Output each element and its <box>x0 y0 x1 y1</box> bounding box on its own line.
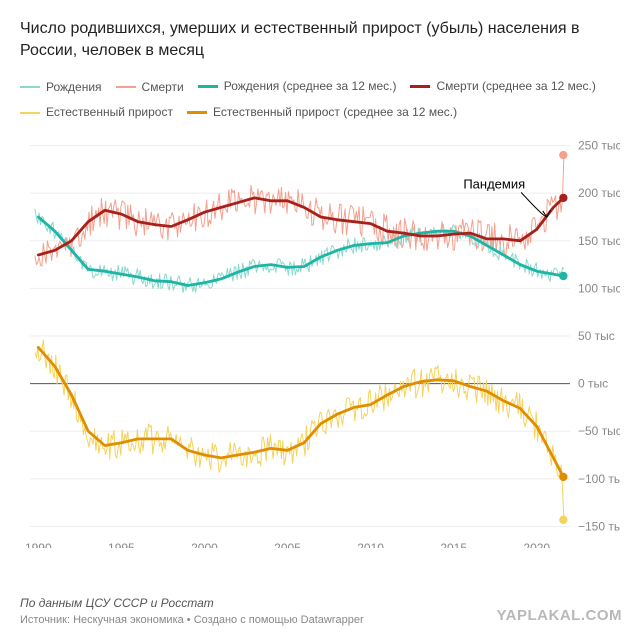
deaths_raw <box>35 155 564 266</box>
legend-swatch <box>187 111 207 114</box>
legend-item: Естественный прирост <box>20 101 173 124</box>
legend-label: Рождения <box>46 76 102 99</box>
legend-swatch <box>198 85 218 88</box>
legend-label: Смерти (среднее за 12 мес.) <box>436 75 595 98</box>
svg-text:0 тыс: 0 тыс <box>578 377 608 391</box>
svg-text:2005: 2005 <box>274 541 301 548</box>
deaths_avg <box>38 198 563 255</box>
legend-swatch <box>20 112 40 114</box>
endpoint-dot <box>559 272 567 280</box>
svg-text:150 тыс: 150 тыс <box>578 234 620 248</box>
legend-swatch <box>20 86 40 88</box>
annotation-pandemic: Пандемия <box>463 176 525 191</box>
svg-text:200 тыс: 200 тыс <box>578 186 620 200</box>
annotation-arrow <box>521 192 547 217</box>
svg-text:2020: 2020 <box>523 541 550 548</box>
svg-text:−150 тыс: −150 тыс <box>578 519 620 533</box>
legend-item: Естественный прирост (среднее за 12 мес.… <box>187 101 457 124</box>
chart: −150 тыс −100 тыс −50 тыс 0 тыс 50 тыс 100 ты… <box>20 128 620 548</box>
endpoint-dot <box>559 194 567 202</box>
legend-swatch <box>410 85 430 88</box>
endpoint-dot <box>559 151 567 159</box>
svg-text:−50 тыс: −50 тыс <box>578 424 620 438</box>
svg-text:50 тыс: 50 тыс <box>578 329 615 343</box>
svg-text:100 тыс: 100 тыс <box>578 281 620 295</box>
growth_raw <box>35 340 564 520</box>
legend-label: Рождения (среднее за 12 мес.) <box>224 75 397 98</box>
watermark: YAPLAKAL.COM <box>497 607 622 624</box>
svg-text:−100 тыс: −100 тыс <box>578 472 620 486</box>
births_raw <box>35 209 564 293</box>
legend-item: Рождения <box>20 76 102 99</box>
legend-label: Смерти <box>142 76 184 99</box>
legend-item: Смерти (среднее за 12 мес.) <box>410 75 595 98</box>
legend-label: Естественный прирост <box>46 101 173 124</box>
svg-text:2015: 2015 <box>440 541 467 548</box>
svg-text:1995: 1995 <box>108 541 135 548</box>
svg-text:250 тыс: 250 тыс <box>578 139 620 153</box>
legend: Рождения Смерти Рождения (среднее за 12 ме… <box>20 73 620 124</box>
endpoint-dot <box>559 473 567 481</box>
endpoint-dot <box>559 516 567 524</box>
legend-label: Естественный прирост (среднее за 12 мес.… <box>213 101 457 124</box>
chart-title: Число родившихся, умерших и естественный… <box>20 18 620 61</box>
legend-item: Смерти <box>116 76 184 99</box>
legend-item: Рождения (среднее за 12 мес.) <box>198 75 397 98</box>
legend-swatch <box>116 86 136 88</box>
svg-text:1990: 1990 <box>25 541 52 548</box>
svg-text:2000: 2000 <box>191 541 218 548</box>
svg-text:2010: 2010 <box>357 541 384 548</box>
